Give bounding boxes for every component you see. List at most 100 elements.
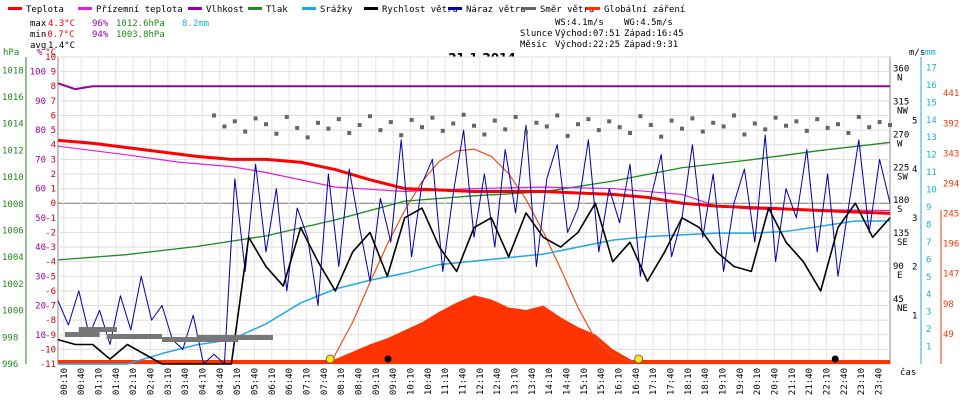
wind-direction-point <box>773 115 778 120</box>
mm-unit: mm <box>925 48 936 58</box>
wind-direction-point <box>700 129 705 134</box>
hpa-tick: 998 <box>2 333 18 343</box>
wind-direction-point <box>617 125 622 130</box>
dir-tick: 45 <box>893 295 904 305</box>
temperature-line <box>57 138 891 215</box>
wind-direction-point <box>399 133 404 138</box>
wind-direction-point <box>544 124 549 129</box>
x-axis: 00:10 00:40 01:10 01:40 02:10 02:40 03:10 03:40… <box>60 367 916 395</box>
mm-tick: 2 <box>926 325 931 335</box>
dir-letter: NW <box>897 107 908 117</box>
legend-swatch <box>586 7 600 10</box>
x-tick-label: 20:10 <box>753 368 763 395</box>
legend-swatch <box>248 7 262 10</box>
wind-direction-point <box>836 122 840 127</box>
x-tick-label: 07:40 <box>320 368 330 395</box>
ms-unit: m/s <box>909 48 925 58</box>
sun-marker <box>325 354 335 364</box>
wind-direction-point <box>721 124 726 129</box>
x-tick-label: 08:10 <box>337 368 347 395</box>
x-tick-label: 02:40 <box>146 368 156 395</box>
x-tick-label: 16:10 <box>614 368 624 395</box>
wind-direction-point <box>565 133 570 138</box>
dir-letter: W <box>897 139 903 149</box>
x-tick-label: 12:40 <box>493 368 503 395</box>
wm2-tick: 343 <box>943 149 959 159</box>
wind-direction-point <box>815 117 820 122</box>
x-tick-label: 17:40 <box>666 368 676 395</box>
x-tick-label: 10:10 <box>406 368 416 395</box>
pct-tick: 20 <box>35 302 46 312</box>
x-tick-label: 10:40 <box>424 368 434 395</box>
celsius-tick: 8 <box>51 82 56 92</box>
stat-max-rain: 8.2mm <box>182 19 209 29</box>
pct-tick: 40 <box>35 243 46 253</box>
wind-direction-point <box>856 114 861 119</box>
mm-tick: 12 <box>926 151 937 161</box>
wind-direction-point <box>555 113 560 118</box>
wind-direction-point <box>420 125 424 130</box>
x-tick-label: 00:40 <box>77 368 87 395</box>
x-tick-label: 21:40 <box>805 368 815 395</box>
celsius-tick: -9 <box>45 331 56 341</box>
wind-direction-point <box>232 119 237 124</box>
wm2-tick: 392 <box>943 119 959 129</box>
celsius-tick: 9 <box>51 68 56 78</box>
x-tick-label: 05:40 <box>250 368 260 395</box>
stat-min-temp: -0.7°C <box>42 30 75 40</box>
stat-max-temp: 4.3°C <box>48 19 75 29</box>
wind-direction-point <box>388 120 393 125</box>
x-tick-label: 04:10 <box>198 368 208 395</box>
sun-marker <box>634 354 644 364</box>
mm-tick: 13 <box>926 133 937 143</box>
x-tick-label: 14:10 <box>545 368 555 395</box>
wind-direction-bar <box>78 327 117 332</box>
wind-direction-point <box>482 132 487 137</box>
wind-direction-point <box>336 117 341 122</box>
x-tick-label: 18:40 <box>701 368 711 395</box>
celsius-tick: 1 <box>51 185 56 195</box>
wind-direction-point <box>524 130 528 135</box>
wind-direction-point <box>503 127 508 132</box>
wind-direction-point <box>222 124 227 129</box>
x-tick-label: 17:10 <box>649 368 659 395</box>
info-sun: Slunce <box>520 29 553 39</box>
pct-tick: 100 <box>30 68 46 78</box>
wind-gust-line <box>57 124 891 365</box>
wind-direction-point <box>534 120 539 125</box>
wm2-tick: 245 <box>943 210 959 220</box>
moon-marker <box>384 355 392 363</box>
celsius-tick: 4 <box>51 141 56 151</box>
x-tick-label: 05:10 <box>233 368 243 395</box>
celsius-tick: 2 <box>51 170 56 180</box>
stat-avg-temp: 1.4°C <box>48 41 75 51</box>
info-sun-rise: Východ:07:51 <box>555 29 620 39</box>
wind-direction-bar <box>64 332 100 337</box>
wind-direction-point <box>409 117 414 122</box>
wind-direction-point <box>680 126 684 131</box>
x-tick-label: 19:40 <box>736 368 746 395</box>
wind-direction-point <box>825 125 830 130</box>
x-tick-label: 11:10 <box>441 368 451 395</box>
dir-tick: 315 <box>893 98 909 108</box>
mm-tick: 14 <box>926 116 937 126</box>
stats-panel: max 4.3°C 96% 1012.6hPa 8.2mm min -0.7°C… <box>30 19 209 51</box>
wind-direction-bar <box>106 334 162 339</box>
mm-tick: 15 <box>926 98 937 108</box>
humidity-line <box>57 82 890 91</box>
x-tick-label: 15:10 <box>580 368 590 395</box>
wind-direction-point <box>368 114 372 119</box>
mm-tick: 5 <box>926 273 931 283</box>
wm2-tick: 49 <box>943 330 954 340</box>
x-tick-label: 22:40 <box>840 368 850 395</box>
celsius-tick: -7 <box>45 302 56 312</box>
celsius-tick: -10 <box>40 345 56 355</box>
celsius-tick: -11 <box>40 360 56 370</box>
ms-tick: 4 <box>912 165 917 175</box>
pct-tick: 30 <box>35 272 46 282</box>
x-tick-label: 04:40 <box>216 368 226 395</box>
legend-swatch <box>8 7 22 10</box>
wind-direction-point <box>316 120 320 125</box>
mm-tick: 8 <box>926 220 931 230</box>
